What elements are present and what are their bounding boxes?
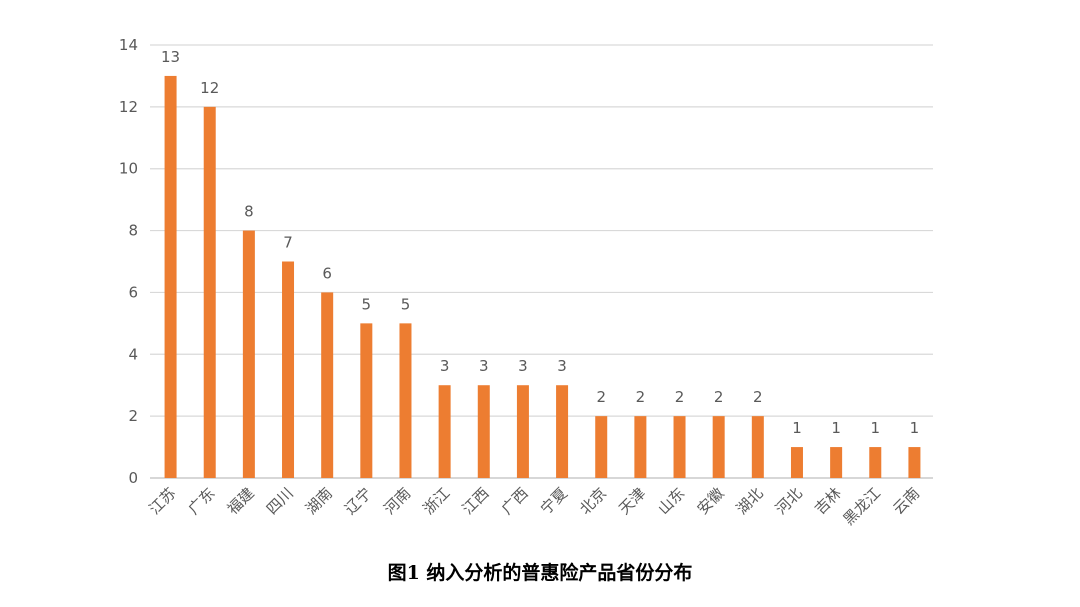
x-category-label: 河北 [772, 484, 806, 518]
bar [360, 323, 373, 478]
bar-data-label: 5 [362, 295, 372, 313]
bar-data-label: 6 [322, 264, 332, 282]
bar [282, 261, 295, 478]
bar [477, 385, 490, 478]
bar-data-label: 5 [401, 295, 411, 313]
bar [751, 416, 764, 478]
bar [242, 230, 255, 478]
x-category-label: 辽宁 [341, 484, 375, 518]
y-tick-label: 2 [128, 407, 138, 425]
x-category-label: 天津 [615, 484, 649, 518]
bar [556, 385, 569, 478]
bar-data-label: 8 [244, 203, 254, 221]
x-category-label: 湖南 [302, 484, 336, 518]
bar-data-label: 3 [440, 357, 450, 375]
bar [516, 385, 529, 478]
x-category-label: 江苏 [145, 484, 179, 518]
x-category-label: 北京 [576, 484, 610, 518]
x-category-label: 吉林 [811, 484, 845, 518]
bar [321, 292, 334, 478]
x-category-label: 云南 [889, 484, 923, 518]
bar-data-label: 3 [557, 357, 567, 375]
y-tick-label: 0 [128, 469, 138, 487]
bar-data-label: 2 [675, 388, 685, 406]
x-category-label: 山东 [654, 484, 688, 518]
bar-data-label: 12 [200, 79, 219, 97]
bar [595, 416, 608, 478]
bar-data-label: 13 [161, 48, 180, 66]
x-category-label: 浙江 [420, 484, 454, 518]
bar-data-label: 1 [792, 419, 802, 437]
bar [712, 416, 725, 478]
bar-data-label: 3 [479, 357, 489, 375]
bar [830, 447, 843, 478]
bar-data-label: 7 [283, 234, 293, 252]
x-category-label: 安徽 [694, 484, 728, 518]
bar-data-label: 2 [636, 388, 646, 406]
y-tick-label: 8 [128, 222, 138, 240]
bar-data-label: 1 [831, 419, 841, 437]
bar [790, 447, 803, 478]
bar-data-label: 1 [910, 419, 920, 437]
y-tick-label: 6 [128, 283, 138, 301]
bar [869, 447, 882, 478]
x-category-label: 江西 [459, 484, 493, 518]
y-tick-label: 4 [128, 345, 138, 363]
bar [908, 447, 921, 478]
x-category-label: 四川 [263, 484, 297, 518]
y-tick-label: 10 [119, 160, 138, 178]
bar [164, 75, 177, 478]
bar-data-label: 3 [518, 357, 528, 375]
x-category-label: 广东 [185, 484, 219, 518]
bar-chart: 0246810121413江苏12广东8福建7四川6湖南5辽宁5河南3浙江3江西… [119, 36, 933, 529]
y-tick-label: 12 [119, 98, 138, 116]
x-category-label: 广西 [498, 484, 532, 518]
bar [399, 323, 412, 478]
bar [203, 106, 216, 478]
x-category-label: 河南 [380, 484, 414, 518]
bar [438, 385, 451, 478]
x-category-label: 宁夏 [537, 484, 571, 518]
x-category-label: 湖北 [733, 484, 767, 518]
bar [634, 416, 647, 478]
bar [673, 416, 686, 478]
x-category-label: 黑龙江 [840, 484, 885, 529]
bar-data-label: 2 [596, 388, 606, 406]
bar-data-label: 1 [871, 419, 881, 437]
bar-data-label: 2 [753, 388, 763, 406]
y-tick-label: 14 [119, 36, 138, 54]
x-category-label: 福建 [224, 484, 258, 518]
bar-data-label: 2 [714, 388, 724, 406]
figure-caption: 图1 纳入分析的普惠险产品省份分布 [387, 562, 693, 584]
